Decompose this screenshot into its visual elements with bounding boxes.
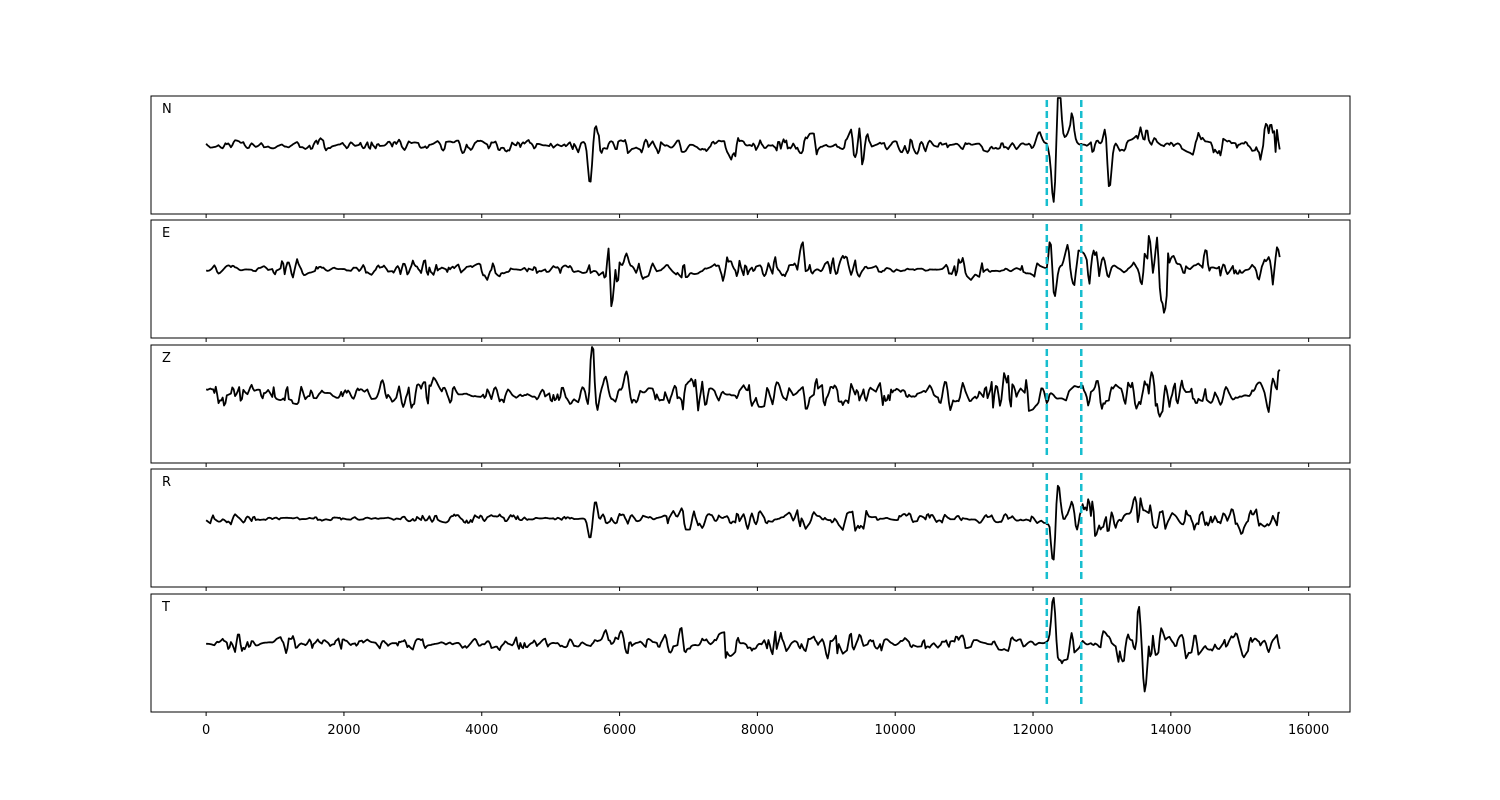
- x-tick-label: 10000: [875, 723, 916, 738]
- panel-frame: [150, 468, 1351, 588]
- x-tick-label: 4000: [465, 723, 498, 738]
- x-axis: 0 2000 4000 6000 8000 10000 12000 14000 16000: [202, 723, 1329, 738]
- panel-frame: [150, 95, 1351, 215]
- trace-panels: N E Z R T: [150, 95, 1351, 716]
- trace-line-n: [205, 97, 1281, 203]
- panel-label-r: R: [162, 475, 171, 490]
- panel-frame: [150, 344, 1351, 464]
- panel-n: N: [150, 95, 1351, 218]
- panel-label-t: T: [161, 600, 170, 615]
- panel-z: Z: [150, 344, 1351, 467]
- x-tick-label: 16000: [1288, 723, 1329, 738]
- trace-line-t: [206, 597, 1281, 693]
- panel-label-z: Z: [162, 351, 171, 366]
- x-tick-label: 14000: [1150, 723, 1191, 738]
- panel-frame: [150, 593, 1351, 713]
- panel-t: T: [150, 593, 1351, 716]
- x-tick-label: 12000: [1012, 723, 1053, 738]
- panel-label-e: E: [162, 226, 170, 241]
- panel-frame: [150, 219, 1351, 339]
- trace-line-z: [205, 346, 1281, 418]
- x-tick-label: 8000: [741, 723, 774, 738]
- x-tick-label: 0: [202, 723, 210, 738]
- panel-e: E: [150, 219, 1351, 342]
- panel-r: R: [150, 468, 1351, 591]
- x-tick-label: 2000: [327, 723, 360, 738]
- trace-line-r: [205, 484, 1281, 561]
- trace-line-e: [205, 235, 1281, 314]
- panel-label-n: N: [162, 102, 172, 117]
- x-tick-label: 6000: [603, 723, 636, 738]
